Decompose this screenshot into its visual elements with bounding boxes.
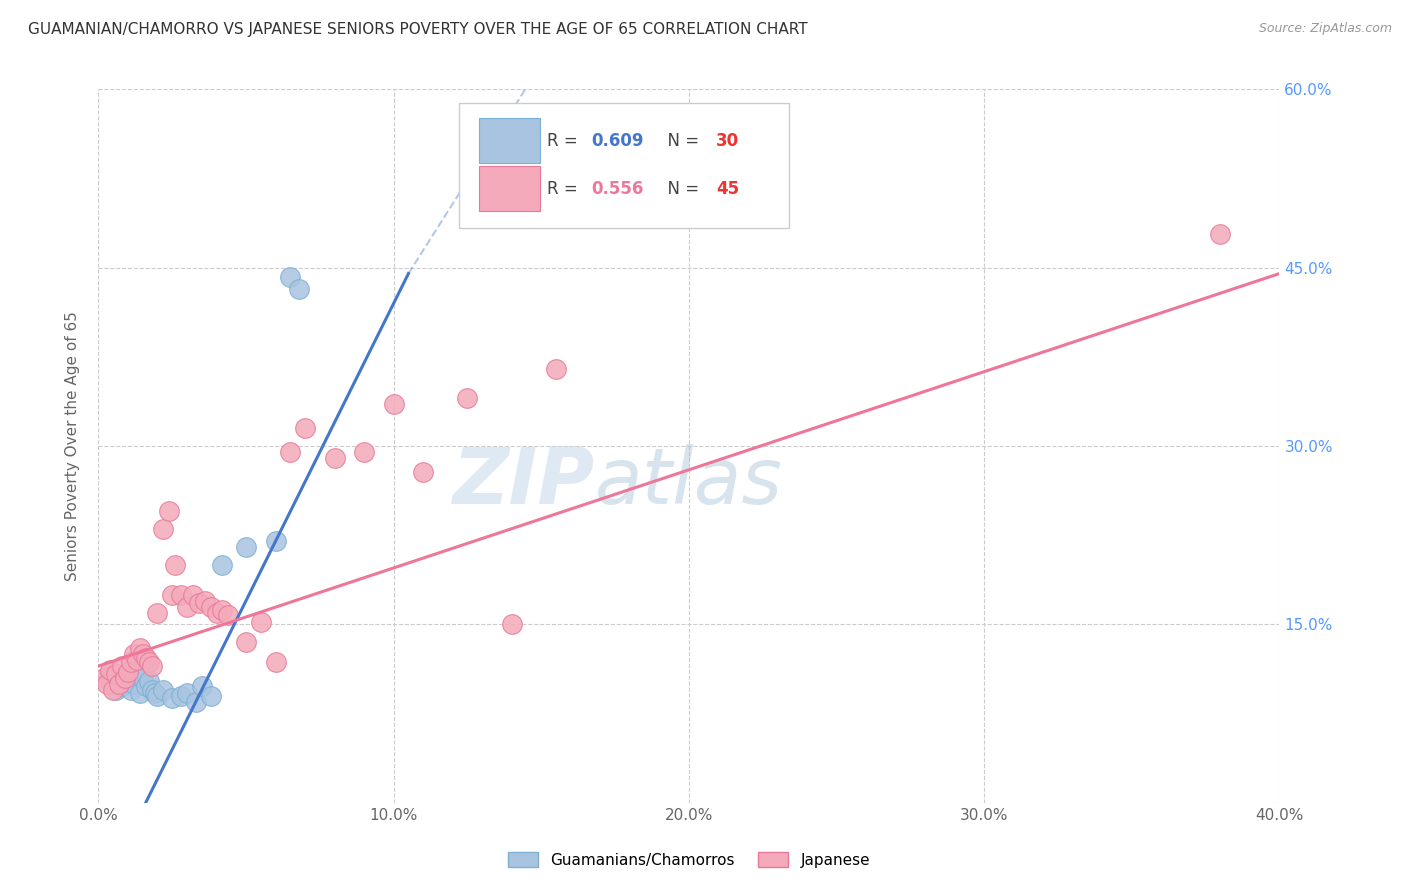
Point [170, 588, 193, 602]
Point [412, 465, 434, 479]
Point [120, 656, 142, 670]
Point [200, 599, 222, 614]
Point [170, 689, 193, 703]
Point [353, 445, 375, 459]
Point [135, 679, 157, 693]
Y-axis label: Seniors Poverty Over the Age of 65: Seniors Poverty Over the Age of 65 [65, 311, 80, 581]
FancyBboxPatch shape [458, 103, 789, 228]
Point [138, 656, 160, 670]
Point [96, 671, 118, 685]
Point [111, 659, 134, 673]
Point [128, 686, 150, 700]
Point [217, 607, 239, 622]
Text: Source: ZipAtlas.com: Source: ZipAtlas.com [1258, 22, 1392, 36]
Point [146, 606, 169, 620]
Text: R =: R = [547, 132, 583, 150]
Point [191, 679, 214, 693]
Text: 0.556: 0.556 [591, 180, 644, 198]
Text: N =: N = [657, 180, 704, 198]
Point [323, 450, 346, 465]
Point [122, 647, 145, 661]
Point [125, 667, 148, 681]
Point [501, 617, 523, 632]
Point [117, 665, 139, 679]
Point [157, 504, 180, 518]
Point [264, 534, 287, 549]
Point [194, 593, 217, 607]
Point [152, 682, 174, 697]
Point [278, 445, 302, 459]
Point [1209, 227, 1232, 242]
Point [111, 679, 134, 693]
Point [456, 392, 478, 406]
Point [135, 650, 157, 665]
Point [128, 641, 150, 656]
Point [141, 659, 163, 673]
Point [165, 558, 187, 572]
Point [184, 695, 207, 709]
Point [211, 603, 233, 617]
Point [114, 674, 136, 689]
Point [235, 540, 257, 554]
Point [181, 588, 204, 602]
Point [211, 558, 233, 572]
Point [141, 682, 163, 697]
Point [105, 682, 128, 697]
Point [132, 647, 155, 661]
Point [93, 671, 115, 685]
Point [103, 682, 125, 697]
Point [382, 397, 405, 411]
Point [200, 689, 222, 703]
Point [294, 421, 316, 435]
Text: 30: 30 [716, 132, 740, 150]
Text: N =: N = [657, 132, 704, 150]
Point [205, 606, 228, 620]
Point [96, 677, 118, 691]
Text: ZIP: ZIP [453, 443, 595, 520]
Point [264, 656, 287, 670]
Text: R =: R = [547, 180, 583, 198]
Point [108, 677, 131, 691]
Point [117, 665, 139, 679]
Text: GUAMANIAN/CHAMORRO VS JAPANESE SENIORS POVERTY OVER THE AGE OF 65 CORRELATION CH: GUAMANIAN/CHAMORRO VS JAPANESE SENIORS P… [28, 22, 807, 37]
Point [176, 599, 198, 614]
Point [108, 671, 131, 685]
Point [187, 596, 209, 610]
Point [605, 201, 627, 215]
Point [146, 689, 169, 703]
Point [176, 686, 198, 700]
Point [152, 522, 174, 536]
Text: 45: 45 [716, 180, 740, 198]
Point [122, 677, 145, 691]
Point [120, 682, 142, 697]
Point [278, 270, 302, 285]
FancyBboxPatch shape [478, 119, 540, 162]
Legend: Guamanians/Chamorros, Japanese: Guamanians/Chamorros, Japanese [502, 846, 876, 873]
Point [103, 677, 125, 691]
Point [98, 663, 121, 677]
FancyBboxPatch shape [478, 166, 540, 211]
Point [250, 615, 273, 629]
Point [288, 282, 311, 296]
Point [125, 653, 148, 667]
Text: atlas: atlas [595, 443, 782, 520]
Point [235, 635, 257, 649]
Point [114, 671, 136, 685]
Point [546, 361, 568, 376]
Point [132, 671, 155, 685]
Point [162, 588, 183, 602]
Point [138, 674, 160, 689]
Point [98, 665, 121, 679]
Point [105, 667, 128, 681]
Point [143, 686, 166, 700]
Text: 0.609: 0.609 [591, 132, 644, 150]
Point [162, 691, 183, 706]
